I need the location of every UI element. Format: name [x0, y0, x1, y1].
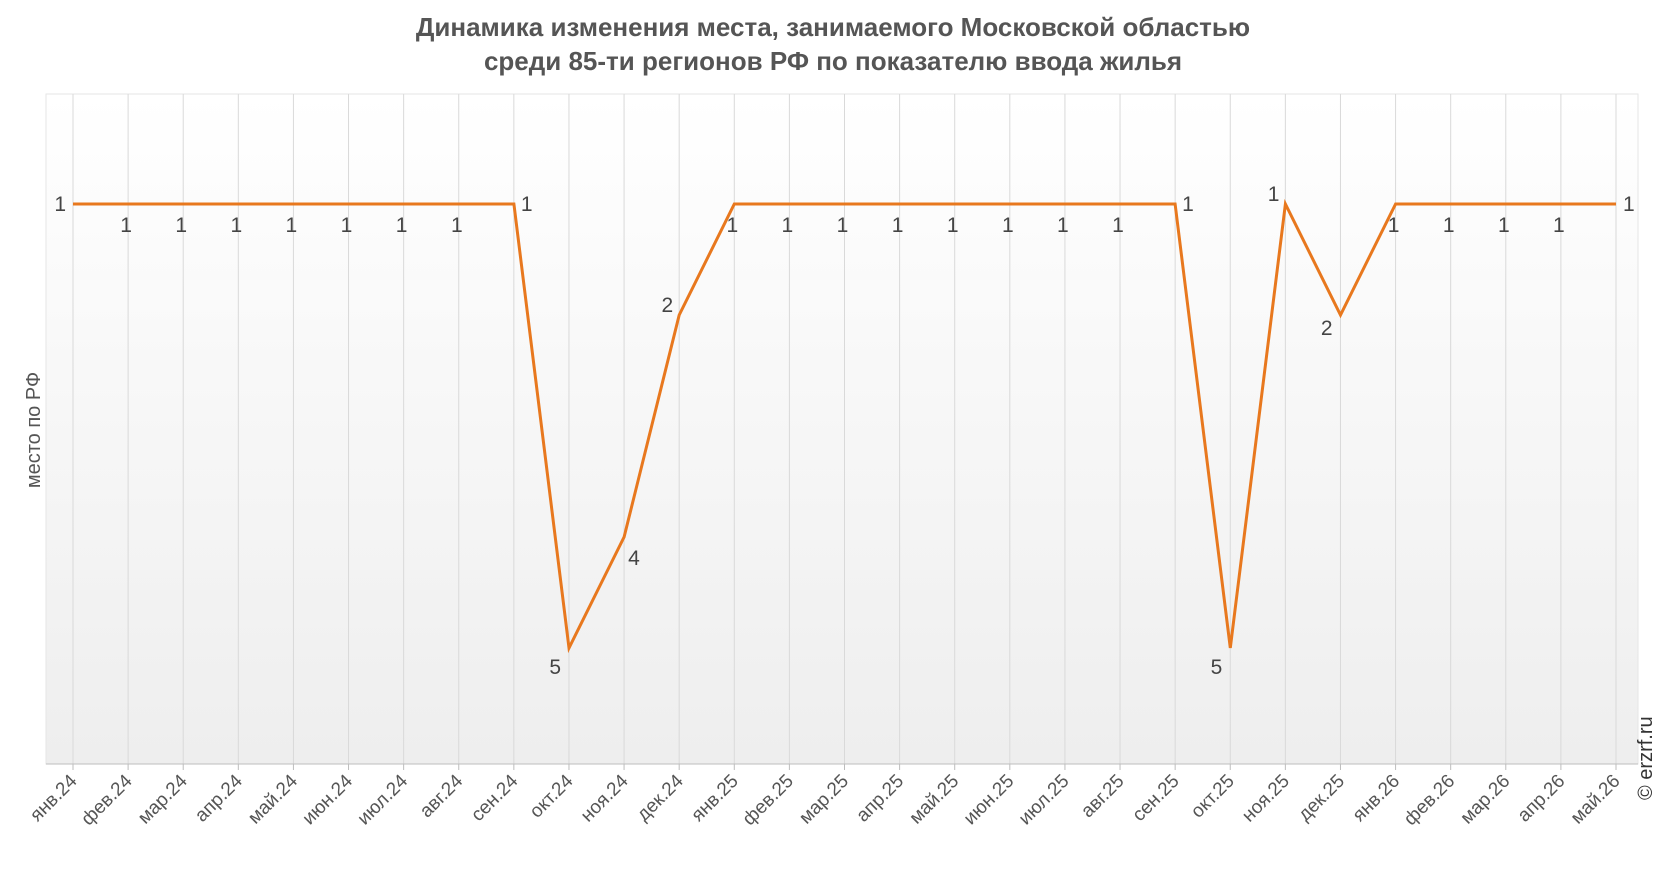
series-line — [73, 198, 1616, 654]
data-label: 1 — [286, 214, 298, 237]
data-label: 1 — [230, 214, 242, 237]
x-tick-label: сен.25 — [1129, 771, 1184, 826]
data-label: 1 — [120, 214, 132, 237]
plot-area — [45, 93, 1639, 765]
x-tick-label: авг.25 — [1077, 771, 1128, 822]
x-tick-label: янв.26 — [1349, 771, 1404, 826]
data-label: 1 — [451, 214, 463, 237]
x-tick-label: дек.24 — [633, 770, 688, 825]
x-tick-label: мар.24 — [134, 770, 192, 828]
data-label: 1 — [54, 193, 66, 216]
x-tick-label: июн.25 — [960, 771, 1019, 830]
x-tick-label: ноя.25 — [1238, 771, 1294, 827]
data-label: 1 — [521, 193, 533, 216]
x-tick-label: май.25 — [906, 771, 964, 829]
data-label: 1 — [1443, 214, 1455, 237]
data-label: 1 — [892, 214, 904, 237]
grid — [72, 94, 1617, 770]
y-axis-label: место по РФ — [23, 372, 45, 488]
data-label: 1 — [1623, 193, 1635, 216]
data-label: 1 — [1057, 214, 1069, 237]
data-label: 1 — [947, 214, 959, 237]
data-labels: 1 1 1 1 1 1 1 1 1 5 4 2 1 1 1 1 1 1 1 1 1 5 1 2 1 1 1 1 1 — [54, 183, 1634, 679]
chart-title-line-1: Динамика изменения места, занимаемого Мо… — [416, 12, 1250, 42]
data-label: 1 — [341, 214, 353, 237]
x-tick-label: мар.25 — [795, 771, 853, 829]
x-tick-label: фев.26 — [1400, 771, 1459, 830]
x-tick-label: май.24 — [244, 770, 302, 828]
data-label: 1 — [1553, 214, 1565, 237]
data-label: 1 — [726, 214, 738, 237]
x-tick-label: июл.25 — [1015, 771, 1074, 830]
data-label: 1 — [396, 214, 408, 237]
data-label: 2 — [1321, 317, 1333, 340]
data-label: 1 — [1112, 214, 1124, 237]
credit-text: © erzrf.ru — [1635, 716, 1657, 800]
x-tick-label: авг.24 — [416, 770, 468, 822]
data-label: 1 — [782, 214, 794, 237]
data-label: 1 — [837, 214, 849, 237]
x-tick-label: апр.25 — [852, 771, 908, 827]
x-tick-label: мар.26 — [1457, 771, 1515, 829]
data-label: 1 — [1498, 214, 1510, 237]
x-tick-label: фев.25 — [739, 771, 798, 830]
x-tick-label: июн.24 — [299, 770, 358, 829]
x-tick-label: окт.25 — [1187, 771, 1239, 823]
data-label: 2 — [662, 294, 674, 317]
data-label: 1 — [1182, 193, 1194, 216]
x-tick-label: май.26 — [1567, 771, 1625, 829]
data-label: 1 — [175, 214, 187, 237]
x-tick-label: янв.24 — [26, 770, 82, 826]
data-label: 5 — [1211, 656, 1223, 679]
x-tick-label: сен.24 — [467, 770, 522, 825]
data-label: 1 — [1002, 214, 1014, 237]
x-tick-label: янв.25 — [687, 771, 742, 826]
x-tick-label: апр.24 — [191, 770, 247, 826]
data-label: 1 — [1388, 214, 1400, 237]
x-tick-label: июл.24 — [354, 770, 413, 829]
x-tick-label: окт.24 — [526, 770, 578, 822]
data-label: 1 — [1268, 183, 1280, 206]
chart-title-line-2: среди 85-ти регионов РФ по показателю вв… — [484, 46, 1182, 76]
data-label: 4 — [628, 547, 640, 570]
x-tick-label: ноя.24 — [577, 770, 633, 826]
x-tick-label: апр.26 — [1514, 771, 1570, 827]
x-tick-label: фев.24 — [77, 770, 136, 829]
data-label: 5 — [549, 656, 561, 679]
x-tick-label: дек.25 — [1294, 771, 1349, 826]
